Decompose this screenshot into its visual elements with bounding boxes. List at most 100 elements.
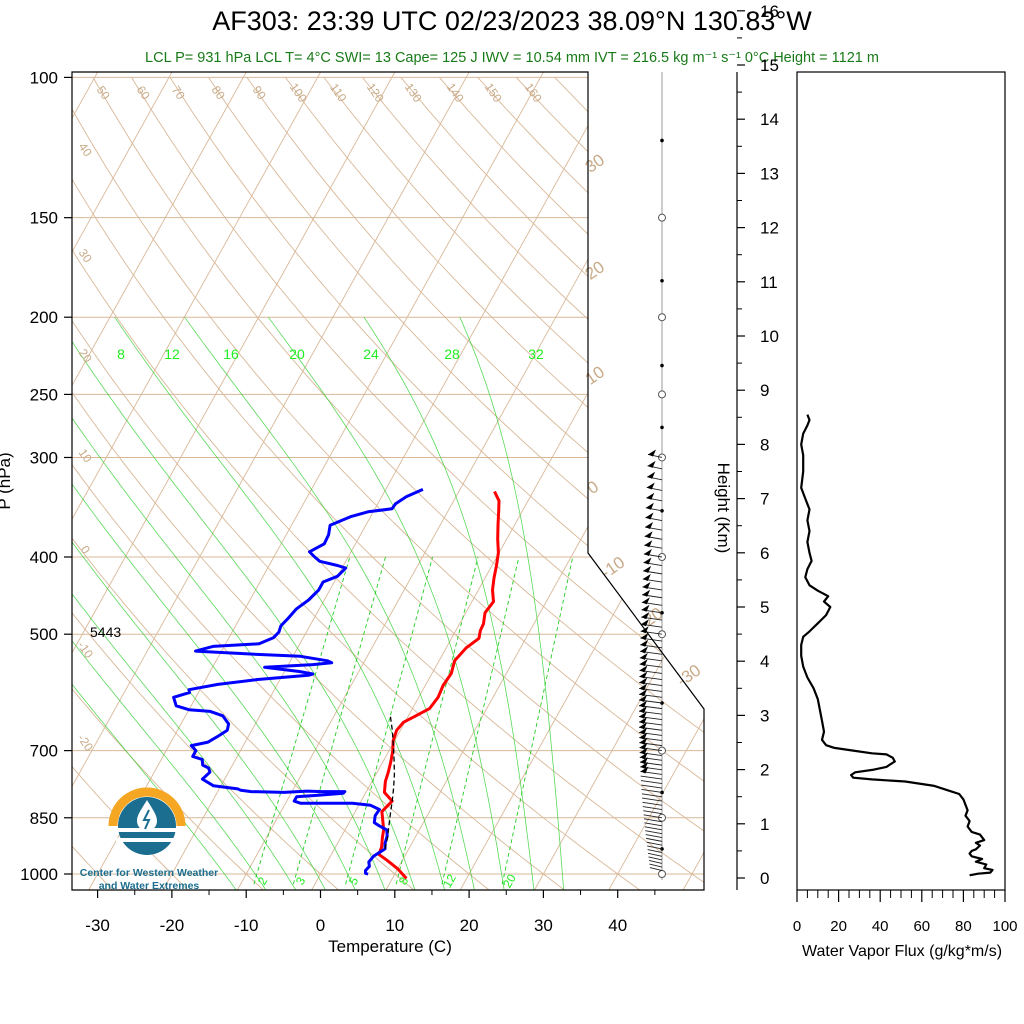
dry-adiabat-line (131, 77, 704, 890)
height-axis-tick-label: 16 (760, 2, 779, 21)
mixing-ratio-line (395, 556, 479, 885)
dry-adiabat-line (72, 77, 491, 890)
isotherm-line (162, 72, 626, 890)
wind-barb-flag (639, 742, 648, 750)
lightning-icon (142, 809, 151, 830)
x-axis-tick-label: -30 (85, 916, 110, 935)
dry-adiabat-line (72, 77, 704, 890)
mixing-ratio-line (253, 556, 351, 885)
wind-barb-flag (639, 694, 648, 702)
wind-barb (642, 801, 663, 806)
wind-barb-flag (642, 574, 651, 582)
wind-barb-flag (639, 689, 648, 697)
y-axis-tick-label: 500 (30, 625, 58, 644)
wind-barb-flag (642, 581, 651, 589)
wind-level-dot (660, 509, 664, 513)
wind-barb (642, 806, 663, 810)
wind-barb-flag (639, 737, 648, 745)
dry-adiabat-line (72, 77, 265, 890)
isotherm-line (87, 72, 551, 890)
y-axis-tick-label: 850 (30, 809, 58, 828)
wind-barb (647, 849, 663, 854)
wind-barb-flag (648, 449, 656, 457)
wind-barb (645, 830, 663, 835)
wind-barb-flag (644, 540, 653, 548)
moist-adiabat-line (72, 317, 267, 890)
moist-adiabat-label: 28 (444, 346, 460, 362)
wind-barb (642, 797, 663, 802)
freezing-level-label: 5443 (90, 624, 121, 640)
moist-adiabat-line (184, 316, 475, 890)
moist-adiabat-line (72, 316, 386, 890)
wind-calm-marker (658, 313, 666, 322)
wind-barb (640, 775, 663, 780)
wind-barb (644, 822, 663, 827)
height-axis-tick-label: 13 (760, 164, 779, 183)
y-axis-tick-label: 1000 (20, 865, 58, 884)
y-axis-tick-label: 200 (30, 308, 58, 327)
wind-barb (641, 793, 663, 798)
mixing-ratio-label: 3 (293, 874, 309, 887)
wind-barb-flag (639, 665, 648, 673)
wind-barb-flag (640, 633, 649, 641)
dewpoint-line (172, 488, 424, 876)
height-axis-tick-label: 3 (760, 706, 769, 725)
dry-adiabat-line (72, 77, 704, 890)
wind-barb-flag (639, 683, 648, 691)
dry-adiabat-line (323, 77, 704, 890)
moist-adiabat-label: 16 (223, 346, 239, 362)
dry-adiabat-label: 20 (582, 257, 608, 283)
dry-adiabat-label: 10 (582, 362, 608, 388)
height-axis-tick-label: 8 (760, 435, 769, 454)
moist-adiabat-line (268, 316, 505, 890)
wind-barb (643, 810, 663, 815)
x-axis-tick-label: 0 (316, 916, 325, 935)
wind-barb-flag (640, 639, 649, 647)
wind-barb-flag (645, 522, 654, 530)
flux-x-tick-label: 60 (913, 918, 930, 935)
x-axis-tick-label: 20 (460, 916, 479, 935)
mixing-ratio-line (345, 556, 433, 885)
flux-panel-frame (796, 71, 1006, 891)
isotherm-label: 0 (78, 543, 93, 557)
moist-adiabat-line (72, 317, 297, 890)
wind-barb (641, 789, 663, 793)
wind-level-dot (660, 363, 664, 368)
wind-barb (649, 867, 663, 871)
wind-barb-flag (638, 711, 647, 719)
wind-barb-flag (647, 460, 656, 468)
logo-text-line1: Center for Western Weather (80, 867, 218, 879)
dry-adiabat-line (285, 77, 704, 890)
wind-calm-marker (658, 390, 666, 399)
isotherm-line (72, 72, 180, 890)
dry-adiabat-line (72, 77, 416, 890)
wind-barb (643, 818, 663, 823)
logo-text-line2: and Water Extremes (99, 880, 200, 892)
wind-barb-flag (640, 619, 649, 627)
height-axis-tick-label: 1 (760, 815, 769, 834)
wind-barb-flag (641, 604, 650, 612)
moist-adiabat-label: 24 (363, 346, 379, 362)
height-axis-tick-label: 4 (760, 652, 769, 671)
dry-adiabat-line (72, 77, 340, 890)
x-axis-tick-label: -10 (234, 916, 259, 935)
moist-adiabat-line (72, 317, 357, 890)
wind-barb-flag (643, 565, 652, 573)
dry-adiabat-line (72, 77, 566, 890)
x-axis-tick-label: 10 (385, 916, 404, 935)
y-axis-tick-label: 300 (30, 448, 58, 467)
dry-adiabat-line (169, 77, 704, 890)
wind-barb (644, 826, 663, 831)
flux-x-tick-label: 0 (793, 918, 801, 935)
wind-barb-flag (639, 747, 648, 755)
wind-calm-marker (658, 213, 666, 222)
moist-adiabat-line (114, 316, 446, 890)
isotherm-line (533, 72, 704, 890)
dry-adiabat-line (362, 77, 704, 890)
isotherm-label: 110 (327, 81, 350, 105)
x-axis-tick-label: 30 (534, 916, 553, 935)
dry-adiabat-label: -10 (597, 553, 628, 583)
wind-barb (643, 814, 663, 819)
skew-t-frame (71, 71, 705, 891)
wind-barb-flag (642, 589, 651, 597)
